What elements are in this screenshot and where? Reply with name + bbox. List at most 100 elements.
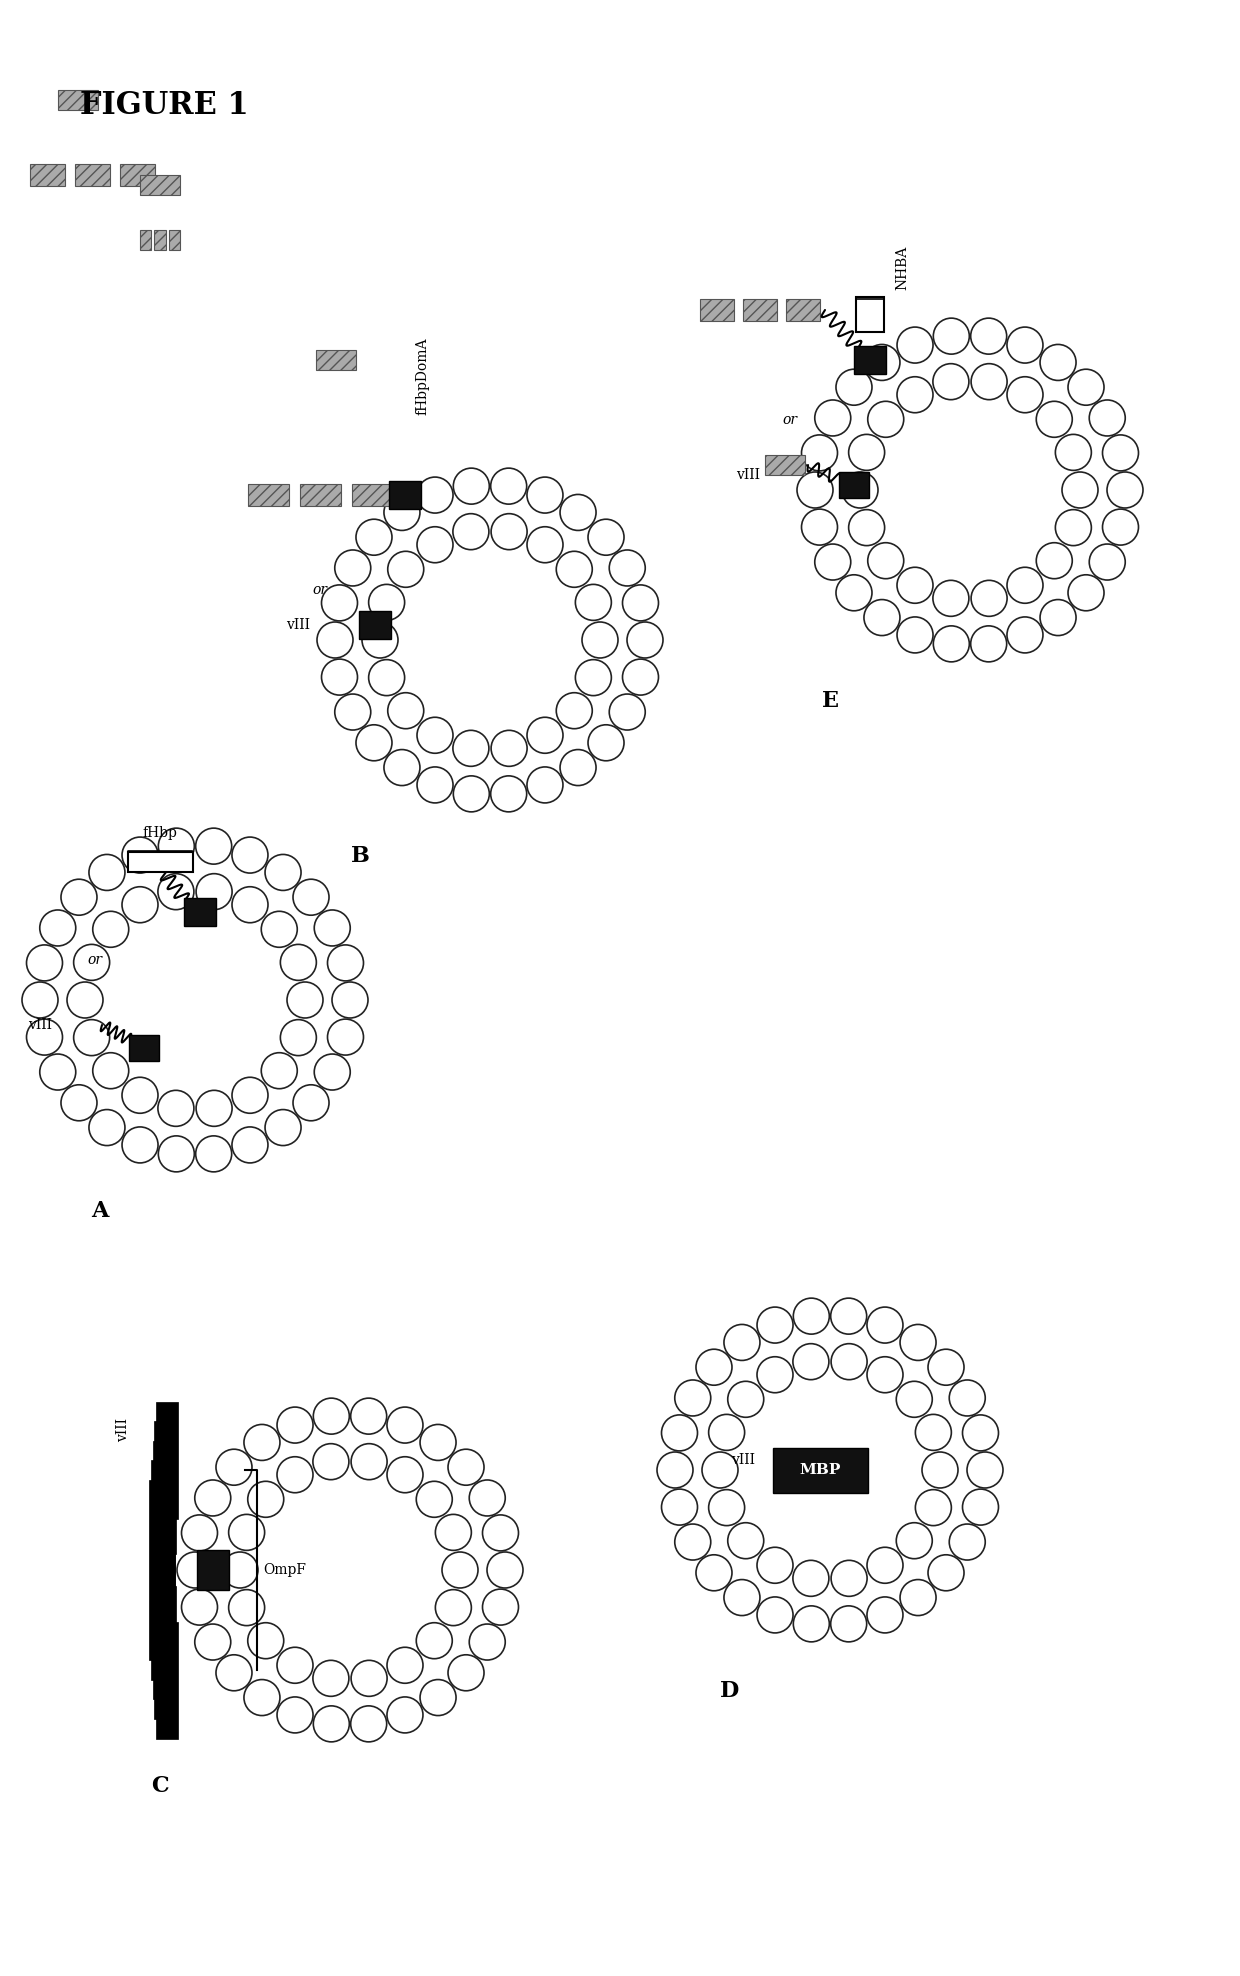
Circle shape [487,1551,523,1589]
Circle shape [934,626,970,662]
Circle shape [417,767,453,802]
Circle shape [897,1523,932,1559]
Circle shape [708,1490,745,1525]
Circle shape [312,1444,348,1480]
Circle shape [696,1350,732,1385]
Circle shape [794,1606,830,1642]
Text: vIII: vIII [29,1018,52,1031]
Bar [129,1035,159,1061]
Circle shape [448,1448,484,1486]
Circle shape [265,854,301,891]
Circle shape [575,585,611,620]
Circle shape [1055,510,1091,545]
Text: D: D [720,1680,739,1701]
Bar [316,350,356,370]
Circle shape [195,1624,231,1660]
Bar [151,1516,172,1680]
Circle shape [702,1452,738,1488]
Circle shape [897,617,932,652]
Circle shape [867,1547,903,1583]
Circle shape [491,777,527,812]
Bar [856,298,884,332]
Circle shape [277,1648,312,1684]
Circle shape [196,828,232,864]
Circle shape [934,318,970,354]
Text: vIII: vIII [732,1452,755,1466]
Circle shape [388,694,424,729]
Circle shape [362,622,398,658]
Bar [156,1622,179,1739]
Circle shape [756,1358,794,1393]
Circle shape [831,1606,867,1642]
Circle shape [1102,435,1138,470]
Circle shape [482,1516,518,1551]
Circle shape [868,401,904,437]
Bar [153,1551,175,1699]
Circle shape [928,1350,963,1385]
Circle shape [286,982,322,1018]
Circle shape [675,1523,711,1559]
Bar [184,897,216,927]
Bar [119,164,155,186]
Circle shape [928,1555,963,1591]
Circle shape [801,510,837,545]
Circle shape [454,777,490,812]
Circle shape [420,1425,456,1460]
Circle shape [356,520,392,555]
Circle shape [962,1415,998,1450]
Bar [140,176,180,196]
Text: B: B [351,846,370,867]
Circle shape [293,1085,329,1120]
Text: or: or [88,952,103,966]
Circle shape [265,1111,301,1146]
Circle shape [327,945,363,980]
Circle shape [40,911,76,947]
Circle shape [420,1680,456,1715]
Circle shape [897,377,932,413]
Bar [786,298,820,320]
Text: fHbp: fHbp [143,826,177,840]
Circle shape [971,626,1007,662]
Circle shape [801,435,837,470]
Circle shape [675,1379,711,1417]
Circle shape [122,838,157,873]
Circle shape [724,1579,760,1616]
Text: FIGURE 1: FIGURE 1 [81,91,249,121]
Bar [149,1480,171,1660]
Circle shape [73,945,109,980]
Bar [140,229,151,251]
Circle shape [314,911,350,947]
Circle shape [435,1514,471,1551]
Circle shape [196,873,232,909]
Circle shape [491,731,527,767]
Circle shape [228,1514,264,1551]
Circle shape [195,1480,231,1516]
Circle shape [61,879,97,915]
Circle shape [527,767,563,802]
Circle shape [232,887,268,923]
Circle shape [1061,472,1097,508]
Circle shape [923,1452,959,1488]
Circle shape [368,660,404,696]
Circle shape [122,1126,157,1164]
Circle shape [661,1490,698,1525]
Circle shape [867,1306,903,1344]
Bar [58,91,98,111]
Circle shape [1007,377,1043,413]
Circle shape [384,749,420,786]
Circle shape [216,1654,252,1691]
Circle shape [932,581,968,617]
Circle shape [527,476,563,514]
Bar [389,480,422,510]
Circle shape [836,575,872,611]
Circle shape [588,520,624,555]
Circle shape [277,1407,312,1442]
Circle shape [321,585,357,620]
Text: C: C [151,1774,169,1796]
Bar [360,611,391,638]
Circle shape [1007,328,1043,364]
Circle shape [89,854,125,891]
Circle shape [417,717,453,753]
Text: or: or [782,413,797,427]
Bar [154,1587,176,1719]
